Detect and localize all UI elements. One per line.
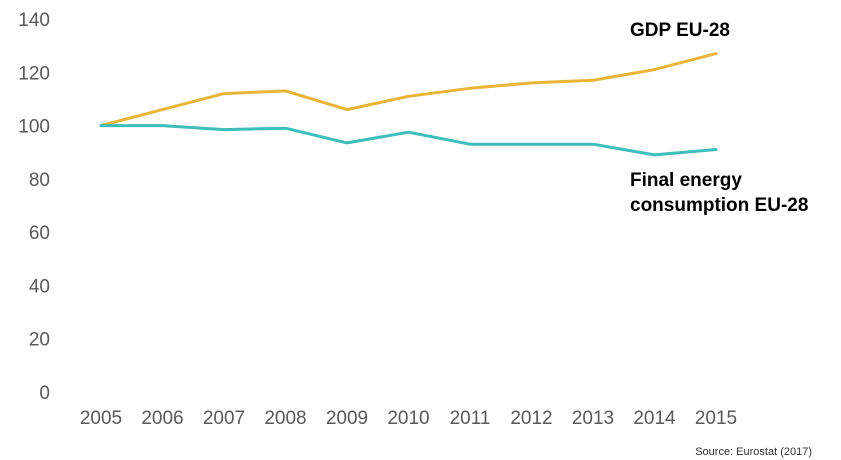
x-tick-label: 2009 [326,408,368,429]
series-label-gdp: GDP EU-28 [630,20,730,41]
x-tick-label: 2008 [264,408,306,429]
series-line-energy [99,124,718,157]
series-lines [99,52,718,157]
y-tick-label: 60 [29,223,50,244]
y-tick-label: 100 [18,117,50,138]
y-tick-label: 140 [18,10,50,31]
y-tick-label: 40 [29,276,50,297]
x-tick-label: 2006 [141,408,183,429]
y-tick-label: 120 [18,63,50,84]
x-axis-ticks: 2005 2006 2007 2008 2009 2010 2011 2012 2013 2014… [80,408,737,429]
x-tick-label: 2014 [633,408,676,429]
series-label-energy: Final energy consumption EU-28 [630,170,808,216]
x-tick-label: 2015 [695,408,737,429]
y-axis-ticks: 0 20 40 60 80 100 120 140 [18,10,50,404]
x-tick-label: 2011 [450,408,491,429]
x-tick-label: 2007 [203,408,245,429]
y-tick-label: 80 [29,170,50,191]
x-tick-label: 2012 [510,408,552,429]
series-line-gdp [99,52,718,128]
source-note: Source: Eurostat (2017) [695,446,812,458]
y-tick-label: 20 [29,330,50,351]
x-tick-label: 2005 [80,408,122,429]
x-tick-label: 2010 [387,408,429,429]
y-tick-label: 0 [39,383,50,404]
x-tick-label: 2013 [572,408,614,429]
series-labels: GDP EU-28 Final energy consumption EU-28 [630,20,808,216]
